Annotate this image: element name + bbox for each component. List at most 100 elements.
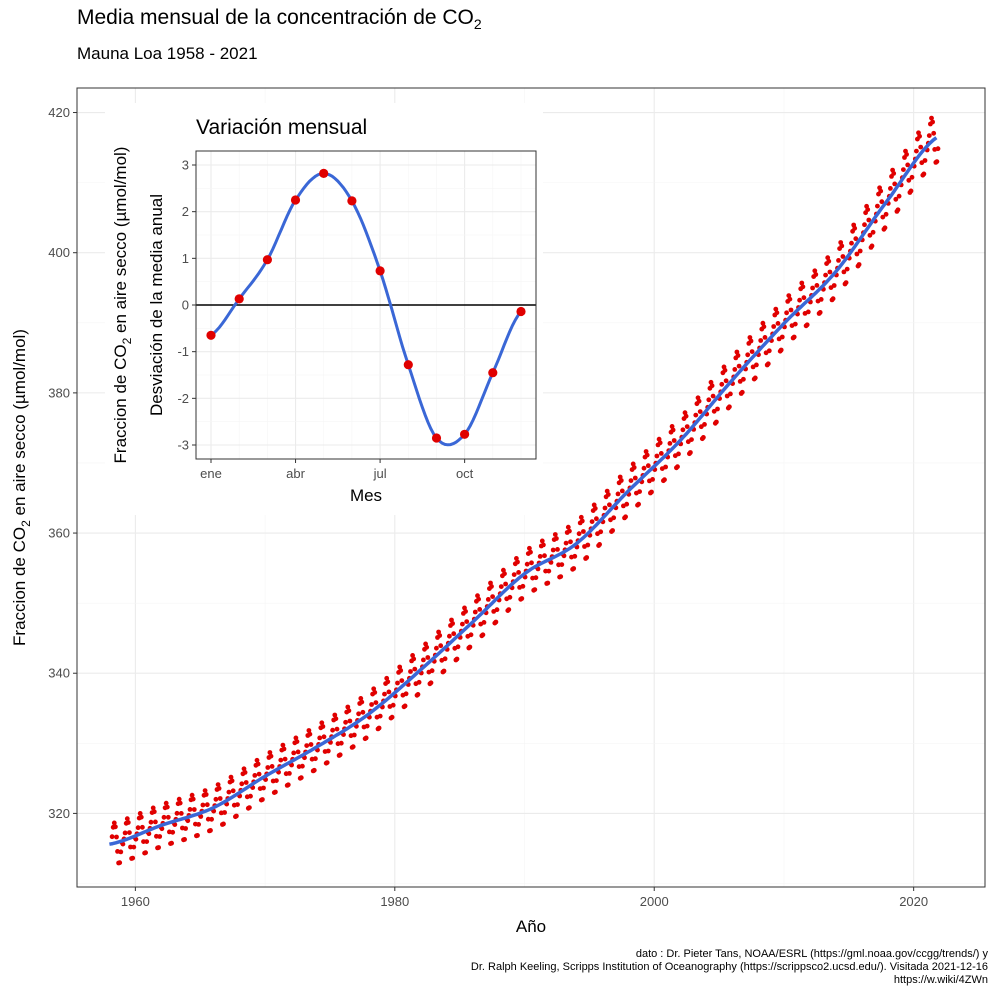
main-data-point	[892, 181, 898, 187]
main-data-point	[696, 398, 702, 404]
main-data-point	[159, 826, 165, 832]
main-data-point	[787, 296, 793, 302]
inset-axis-ticks: ene abr jul oct -3 -2 -1 0 1 2 3	[177, 158, 473, 482]
main-data-point	[904, 152, 909, 157]
main-data-point	[555, 547, 560, 552]
main-data-point	[182, 837, 188, 842]
main-data-point	[198, 814, 204, 819]
main-data-point	[762, 335, 768, 340]
main-data-point	[917, 133, 922, 139]
main-data-point	[494, 607, 500, 613]
main-y-axis-title-a: Fraccion de CO	[10, 527, 29, 646]
main-data-point	[581, 529, 586, 534]
main-data-point	[728, 391, 733, 397]
inset-point-sep	[431, 433, 442, 443]
main-data-point	[464, 619, 470, 624]
main-data-point	[306, 728, 312, 733]
main-data-point	[241, 766, 247, 772]
main-data-point	[771, 324, 777, 329]
main-x-tick-label: 2000	[640, 894, 669, 909]
main-data-point	[645, 463, 651, 469]
main-data-point	[291, 750, 297, 756]
main-data-point	[778, 347, 784, 353]
main-data-point	[358, 696, 364, 701]
main-data-point	[337, 752, 343, 758]
main-data-point	[644, 452, 650, 458]
main-data-point	[369, 702, 374, 707]
main-data-point	[709, 383, 715, 389]
main-data-point	[421, 657, 426, 663]
main-data-point	[628, 478, 634, 483]
main-data-point	[183, 826, 189, 831]
inset-y-tick-label: 3	[182, 158, 189, 173]
inset-point-dic	[516, 306, 526, 317]
main-data-point	[579, 518, 585, 524]
main-data-point	[930, 119, 935, 125]
main-data-point	[804, 322, 810, 328]
main-x-tick-label: 1960	[121, 894, 150, 909]
main-data-point	[390, 702, 396, 708]
inset-x-axis-title: Mes	[350, 486, 382, 505]
main-data-point	[623, 514, 628, 520]
main-data-point	[135, 825, 141, 831]
main-data-point	[215, 782, 221, 787]
main-data-point	[313, 756, 318, 762]
main-data-point	[114, 834, 119, 840]
main-data-point	[670, 427, 676, 433]
main-data-point	[908, 188, 914, 194]
main-data-point	[137, 811, 143, 816]
main-data-point	[585, 542, 591, 548]
main-data-point	[363, 735, 369, 741]
main-data-point	[247, 805, 252, 810]
chart-title-subscript: 2	[473, 16, 482, 33]
main-data-point	[784, 310, 789, 316]
main-data-point	[489, 584, 494, 589]
main-data-point	[610, 528, 615, 533]
inset-point-ago	[403, 360, 413, 370]
main-data-point	[542, 553, 547, 559]
main-data-point	[727, 404, 732, 410]
main-data-point	[403, 691, 409, 697]
main-data-point	[524, 561, 530, 567]
main-data-point	[293, 735, 299, 741]
main-data-point	[332, 712, 338, 718]
main-data-point	[801, 295, 807, 301]
main-data-point	[611, 515, 617, 521]
main-data-point	[254, 757, 260, 763]
main-data-point	[749, 349, 755, 354]
main-data-point	[377, 713, 383, 719]
main-data-point	[719, 381, 725, 387]
main-data-point	[373, 700, 379, 705]
main-data-point	[830, 296, 836, 302]
main-data-point	[157, 834, 163, 839]
inset-y-axis-title-line1-sub: 2	[120, 337, 134, 344]
main-data-point	[741, 376, 746, 382]
main-data-point	[273, 789, 278, 795]
main-data-point	[934, 159, 940, 165]
main-data-point	[126, 830, 132, 835]
main-data-point	[693, 412, 699, 418]
main-data-point	[607, 502, 612, 508]
main-data-point	[481, 620, 487, 625]
main-data-point	[196, 822, 202, 827]
main-data-point	[399, 678, 405, 683]
main-data-point	[285, 782, 291, 788]
inset-x-tick-label: oct	[456, 466, 474, 481]
main-data-point	[676, 451, 681, 457]
main-data-point	[813, 272, 819, 277]
main-data-point	[745, 352, 751, 358]
inset-point-nov	[488, 368, 498, 378]
main-data-point	[656, 436, 662, 442]
main-data-point	[480, 632, 486, 638]
main-data-point	[416, 679, 422, 685]
main-data-point	[598, 529, 604, 535]
main-data-point	[714, 419, 719, 425]
main-data-point	[571, 566, 577, 571]
inset-x-tick-label: jul	[373, 466, 387, 481]
main-data-point	[412, 666, 418, 672]
main-y-tick-label: 420	[48, 105, 70, 120]
main-y-tick-label: 400	[48, 245, 70, 260]
source-caption: dato : Dr. Pieter Tans, NOAA/ESRL (https…	[471, 948, 988, 987]
main-data-point	[765, 361, 771, 367]
caption-line-1: dato : Dr. Pieter Tans, NOAA/ESRL (https…	[635, 948, 988, 960]
